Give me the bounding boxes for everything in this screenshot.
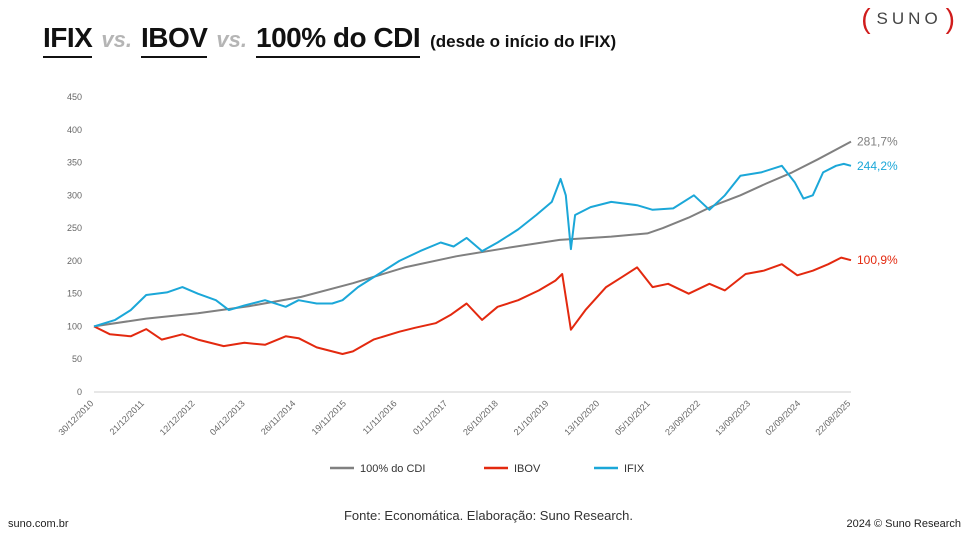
title-cdi: 100% do CDI bbox=[256, 22, 421, 58]
x-tick-label: 22/08/2025 bbox=[813, 398, 852, 437]
end-label-100-do-cdi: 281,7% bbox=[857, 135, 898, 149]
series-line-100-do-cdi bbox=[93, 140, 852, 328]
x-tick-label: 05/10/2021 bbox=[613, 398, 652, 437]
legend-label: IFIX bbox=[624, 463, 645, 475]
y-tick-label: 450 bbox=[67, 92, 82, 102]
x-tick-label: 13/09/2023 bbox=[713, 398, 752, 437]
y-tick-label: 100 bbox=[67, 321, 82, 331]
y-tick-label: 250 bbox=[67, 223, 82, 233]
title-vs-2: vs. bbox=[216, 27, 247, 52]
logo-paren-open: ( bbox=[861, 3, 871, 34]
x-tick-label: 04/12/2013 bbox=[208, 398, 247, 437]
footer-site: suno.com.br bbox=[8, 518, 69, 530]
end-label-ifix: 244,2% bbox=[857, 159, 898, 173]
x-tick-label: 23/09/2022 bbox=[663, 398, 702, 437]
logo-paren-close: ) bbox=[945, 3, 955, 34]
series-line-ifix bbox=[93, 162, 852, 328]
legend-label: IBOV bbox=[514, 463, 541, 475]
line-chart: 0 50 100 150 200 250 300 350 400 450 30/12/2010 21/… bbox=[56, 92, 898, 475]
x-tick-label: 12/12/2012 bbox=[158, 398, 197, 437]
x-tick-label: 21/10/2019 bbox=[512, 398, 551, 437]
y-tick-label: 200 bbox=[67, 256, 82, 266]
y-tick-label: 0 bbox=[77, 387, 82, 397]
source-note: Fonte: Economática. Elaboração: Suno Res… bbox=[343, 508, 634, 523]
x-tick-label: 13/10/2020 bbox=[562, 398, 601, 437]
y-tick-label: 300 bbox=[67, 190, 82, 200]
y-tick-label: 350 bbox=[67, 158, 82, 168]
legend-label: 100% do CDI bbox=[360, 463, 425, 475]
x-tick-label: 26/10/2018 bbox=[461, 398, 500, 437]
y-tick-label: 150 bbox=[67, 289, 82, 299]
title-vs-1: vs. bbox=[101, 27, 132, 52]
series-line-ibov bbox=[93, 256, 852, 355]
x-tick-label: 26/11/2014 bbox=[259, 398, 297, 436]
x-tick-label: 11/11/2016 bbox=[361, 398, 399, 436]
chart-subtitle: (desde o início do IFIX) bbox=[430, 32, 617, 51]
x-tick-label: 19/11/2015 bbox=[310, 398, 348, 436]
chart-title: IFIX vs. IBOV vs. 100% do CDI (desde o i… bbox=[43, 22, 616, 70]
x-tick-label: 02/09/2024 bbox=[763, 398, 802, 437]
logo-name: SUNO bbox=[876, 9, 942, 28]
title-ifix: IFIX bbox=[43, 22, 93, 58]
x-tick-label: 30/12/2010 bbox=[56, 398, 95, 437]
footer-copyright: 2024 © Suno Research bbox=[846, 518, 961, 530]
suno-logo: ( SUNO ) bbox=[861, 5, 955, 33]
x-tick-label: 21/12/2011 bbox=[108, 398, 146, 436]
end-label-ibov: 100,9% bbox=[857, 253, 898, 267]
title-ibov: IBOV bbox=[140, 22, 208, 58]
y-tick-label: 50 bbox=[72, 354, 82, 364]
x-tick-label: 01/11/2017 bbox=[411, 398, 449, 436]
y-tick-label: 400 bbox=[67, 125, 82, 135]
